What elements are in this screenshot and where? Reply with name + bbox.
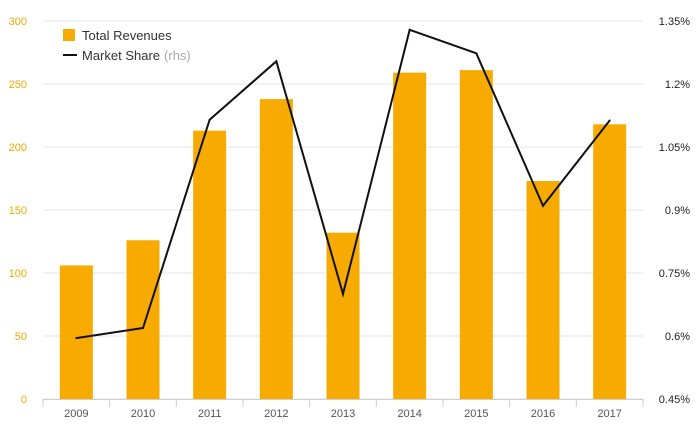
- legend-label-total-revenues: Total Revenues: [82, 28, 172, 43]
- legend-label-market-share: Market Share (rhs): [82, 48, 191, 63]
- market-share-point-2009: [75, 337, 78, 340]
- x-tick-label-2015: 2015: [464, 408, 488, 420]
- right-tick-label: 0.45%: [659, 394, 690, 406]
- legend-swatch-total-revenues: [63, 29, 75, 41]
- left-tick-label: 0: [21, 394, 27, 406]
- x-tick-label-2014: 2014: [397, 408, 421, 420]
- right-tick-label: 1.35%: [659, 16, 690, 28]
- x-tick-label-2017: 2017: [597, 408, 621, 420]
- left-tick-label: 50: [15, 331, 27, 343]
- right-tick-label: 1.2%: [665, 79, 690, 91]
- bar-2013: [326, 232, 360, 399]
- bar-2014: [393, 72, 427, 399]
- bar-2016: [526, 181, 560, 399]
- x-tick-label-2016: 2016: [531, 408, 555, 420]
- market-share-point-2016: [542, 204, 544, 207]
- bar-2010: [126, 240, 160, 399]
- bar-2017: [593, 124, 627, 399]
- x-tick-label-2011: 2011: [198, 408, 222, 420]
- left-tick-label: 300: [9, 16, 27, 28]
- axes: [42, 399, 644, 407]
- bar-2012: [259, 99, 293, 400]
- left-tick-label: 100: [9, 268, 27, 280]
- x-tick-label-2010: 2010: [131, 408, 155, 420]
- market-share-line-group: [75, 28, 611, 340]
- legend-market-share-suffix: (rhs): [164, 48, 191, 63]
- market-share-point-2015: [475, 52, 478, 55]
- legend-market-share-name: Market Share: [82, 48, 160, 63]
- x-axis-ticks: 2009 2010 2011 2012 2013 2014 2015 2016 2017: [64, 408, 622, 420]
- market-share-point-2017: [608, 119, 611, 122]
- left-tick-label: 250: [9, 79, 27, 91]
- market-share-point-2014: [408, 28, 411, 31]
- bar-2015: [459, 70, 493, 399]
- market-share-point-2010: [142, 327, 144, 330]
- market-share-point-2011: [208, 118, 211, 121]
- bar-2009: [59, 265, 93, 399]
- right-tick-label: 0.75%: [659, 268, 690, 280]
- market-share-point-2012: [275, 60, 278, 63]
- bar-2011: [193, 130, 227, 399]
- right-axis-ticks: 0.45% 0.6% 0.75% 0.9% 1.05% 1.2% 1.35%: [659, 16, 690, 406]
- revenue-bars: [59, 70, 627, 400]
- x-tick-label-2013: 2013: [331, 408, 355, 420]
- x-tick-label-2009: 2009: [64, 408, 88, 420]
- legend: Total Revenues Market Share (rhs): [63, 28, 191, 63]
- x-tick-label-2012: 2012: [264, 408, 288, 420]
- market-share-point-2013: [342, 293, 344, 295]
- left-tick-label: 200: [9, 142, 27, 154]
- right-tick-label: 0.9%: [665, 205, 690, 217]
- right-tick-label: 0.6%: [665, 331, 690, 343]
- left-tick-label: 150: [9, 205, 27, 217]
- left-axis-ticks: 0 50 100 150 200 250 300: [9, 16, 27, 406]
- right-tick-label: 1.05%: [659, 142, 690, 154]
